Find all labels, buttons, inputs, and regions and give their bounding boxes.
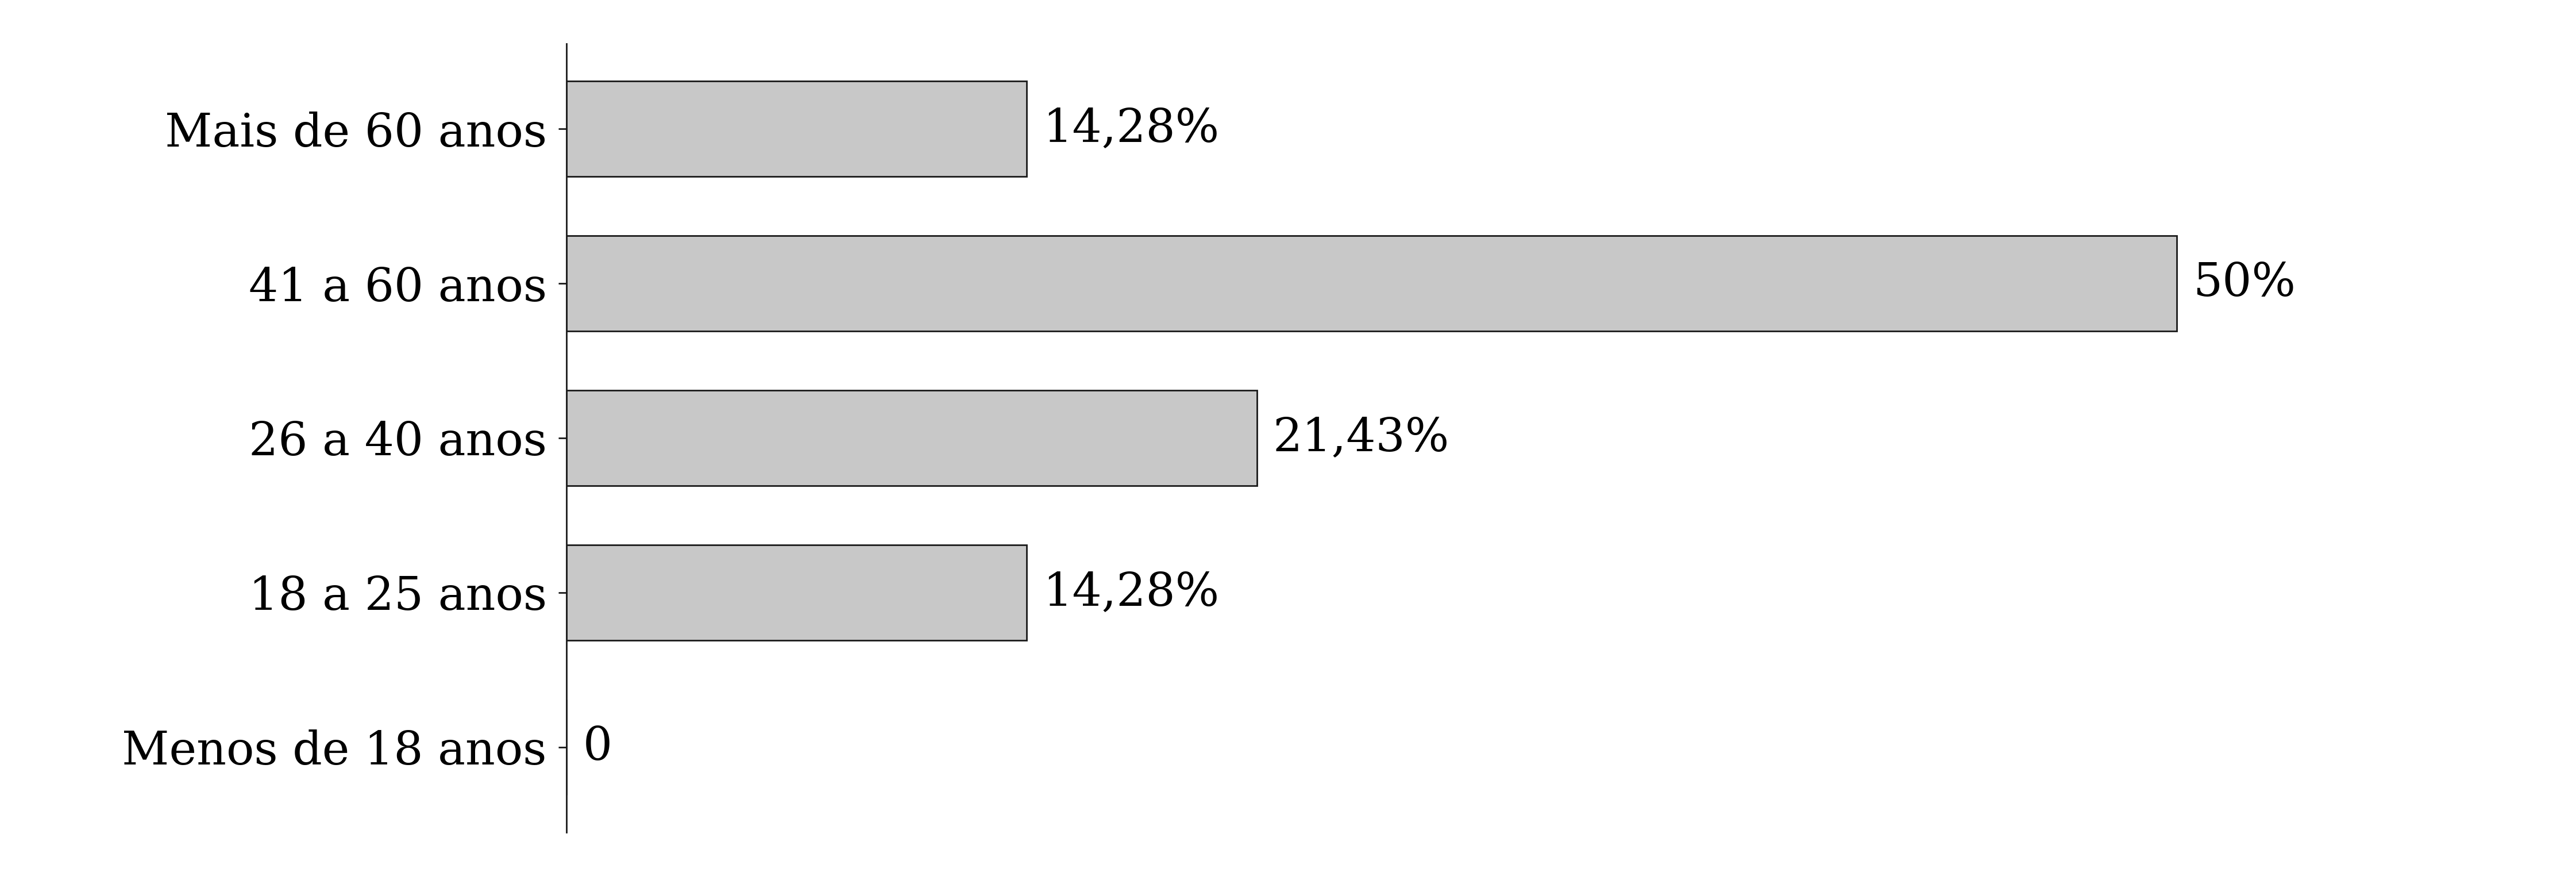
- Text: 21,43%: 21,43%: [1273, 415, 1450, 461]
- Text: 50%: 50%: [2192, 261, 2295, 306]
- Text: 14,28%: 14,28%: [1043, 570, 1218, 615]
- Bar: [567, 390, 1257, 486]
- Bar: [567, 545, 1025, 640]
- Bar: [567, 236, 2177, 331]
- Bar: [567, 81, 1025, 177]
- Text: 0: 0: [582, 724, 613, 770]
- Text: 14,28%: 14,28%: [1043, 106, 1218, 152]
